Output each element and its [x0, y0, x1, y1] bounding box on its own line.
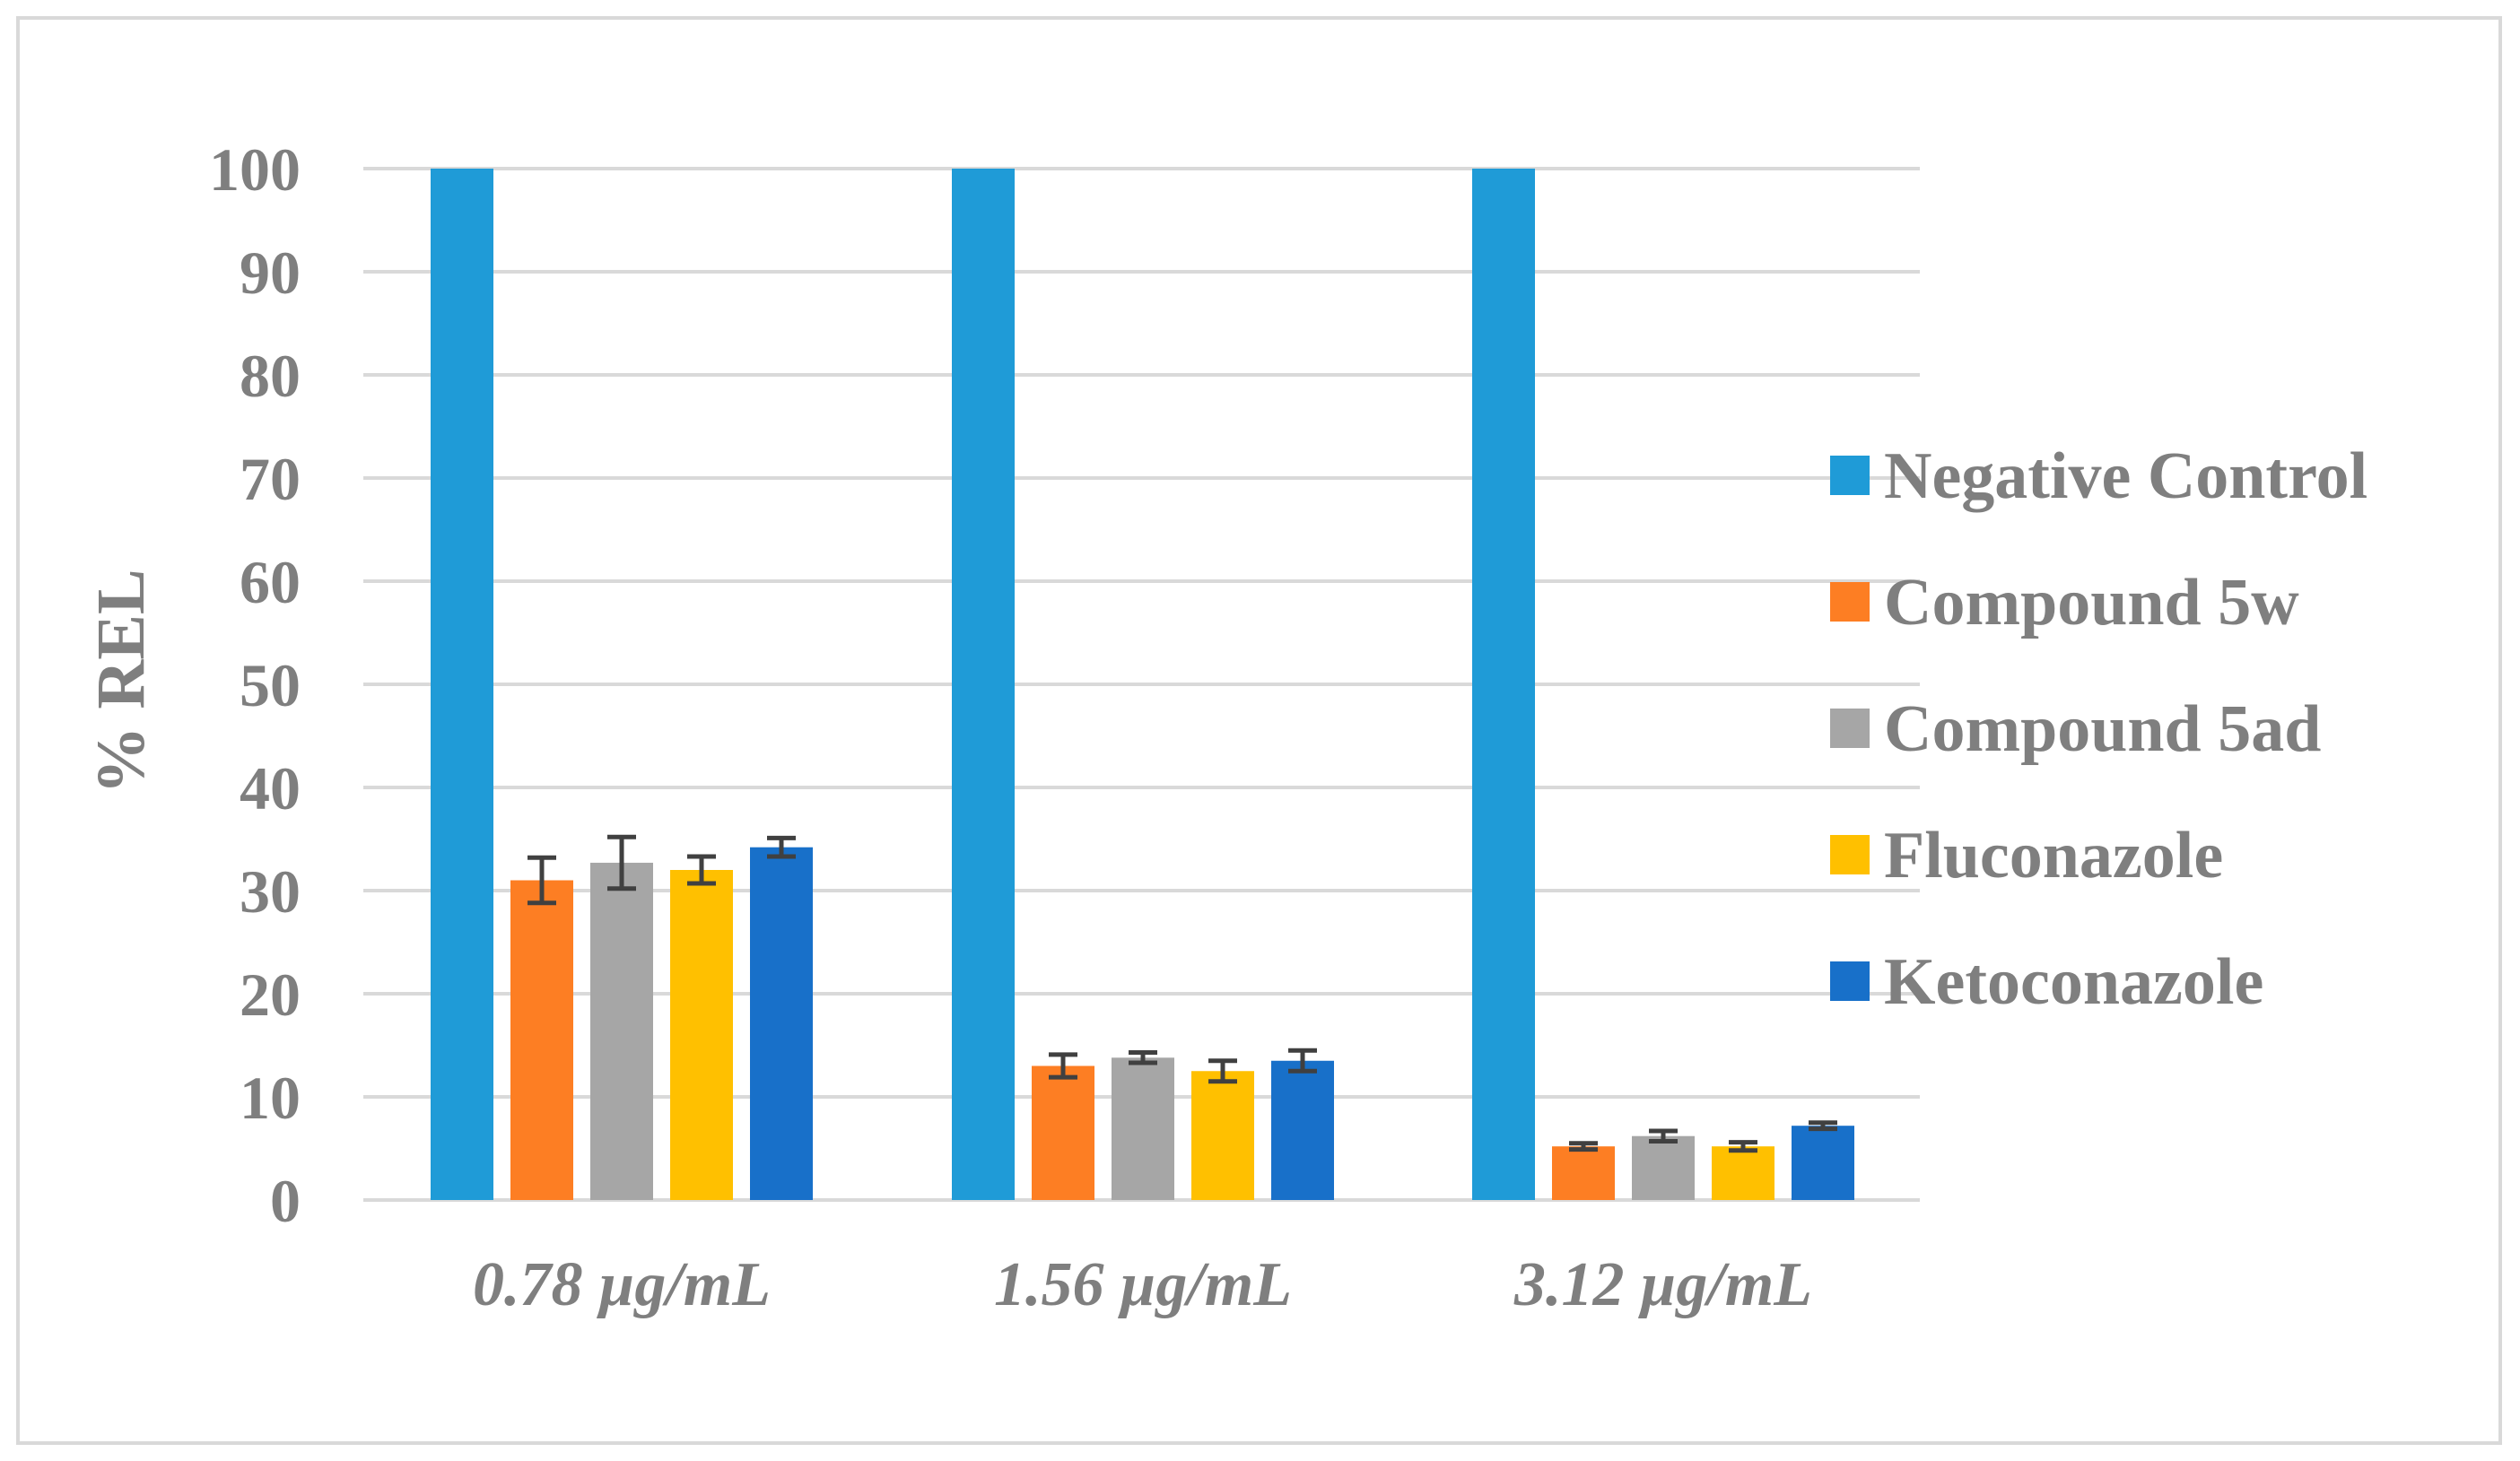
bars [431, 169, 1854, 1200]
legend-swatch [1830, 582, 1870, 622]
error-bar [687, 854, 716, 886]
error-bar [1649, 1128, 1678, 1144]
legend-item: Ketoconazole [1830, 945, 2263, 1019]
error-bars [528, 834, 1837, 1153]
legend-label: Compound 5ad [1884, 692, 2321, 766]
error-bar [1049, 1052, 1077, 1080]
bar-fluconazole-2 [1191, 1071, 1254, 1200]
legend-label: Negative Control [1884, 439, 2367, 513]
bar-ketoconazole-1 [750, 847, 813, 1200]
legend-item: Negative Control [1830, 439, 2367, 513]
legend-label: Ketoconazole [1884, 945, 2263, 1019]
bar-compound-5w-2 [1032, 1065, 1094, 1200]
y-tick-label: 40 [240, 754, 301, 822]
legend-item: Fluconazole [1830, 819, 2223, 892]
error-bar [1208, 1058, 1237, 1084]
y-tick-label: 80 [240, 342, 301, 410]
error-bar [1129, 1050, 1157, 1065]
bar-compound-5ad-1 [590, 862, 653, 1200]
y-tick-label: 30 [240, 857, 301, 926]
bar-negative-control-1 [431, 169, 493, 1200]
error-bar [1729, 1140, 1757, 1153]
bar-compound-5w-3 [1552, 1146, 1615, 1200]
y-tick-label: 60 [240, 548, 301, 616]
legend-swatch [1830, 961, 1870, 1001]
legend-swatch [1830, 835, 1870, 874]
legend-label: Fluconazole [1884, 819, 2223, 892]
x-category-label: 0.78 µg/mL [473, 1250, 771, 1319]
x-category-label: 1.56 µg/mL [994, 1250, 1292, 1319]
legend-swatch [1830, 456, 1870, 495]
error-bar [528, 855, 556, 906]
error-bar [1809, 1120, 1837, 1132]
legend-item: Compound 5ad [1830, 692, 2321, 766]
y-tick-label: 100 [209, 135, 301, 204]
y-axis-label: % REL [83, 569, 159, 794]
bar-negative-control-3 [1472, 169, 1535, 1200]
bar-fluconazole-1 [670, 870, 733, 1200]
error-bar [1569, 1141, 1598, 1152]
legend: Negative Control Compound 5w Compound 5ad F… [1830, 439, 2367, 1019]
bar-fluconazole-3 [1712, 1146, 1774, 1200]
y-axis-ticks: 0 10 20 30 40 50 60 70 80 90 100 [209, 135, 301, 1235]
legend-label: Compound 5w [1884, 566, 2299, 639]
y-tick-label: 90 [240, 239, 301, 307]
bar-negative-control-2 [952, 169, 1015, 1200]
chart-frame [16, 16, 2502, 1445]
error-bar [1288, 1048, 1317, 1074]
bar-ketoconazole-2 [1271, 1060, 1334, 1200]
bar-compound-5ad-2 [1112, 1057, 1174, 1200]
y-tick-label: 20 [240, 961, 301, 1029]
bar-ketoconazole-3 [1792, 1126, 1854, 1200]
y-tick-label: 10 [240, 1064, 301, 1132]
x-axis-categories: 0.78 µg/mL 1.56 µg/mL 3.12 µg/mL [473, 1250, 1812, 1319]
y-tick-label: 50 [240, 651, 301, 719]
x-category-label: 3.12 µg/mL [1513, 1250, 1812, 1319]
error-bar [767, 835, 796, 859]
y-tick-label: 70 [240, 445, 301, 513]
legend-item: Compound 5w [1830, 566, 2299, 639]
bar-compound-5ad-3 [1632, 1135, 1695, 1200]
y-tick-label: 0 [270, 1167, 301, 1235]
legend-swatch [1830, 709, 1870, 748]
bar-compound-5w-1 [510, 880, 573, 1200]
error-bar [607, 834, 636, 891]
